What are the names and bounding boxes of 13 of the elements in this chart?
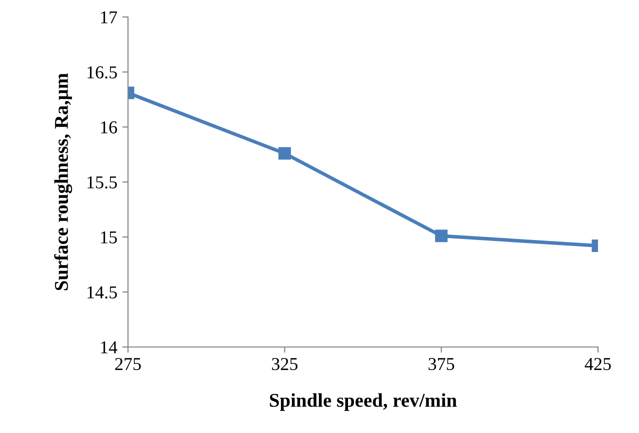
y-axis-title: Surface roughness, Ra,µm xyxy=(54,73,72,290)
y-tick-label: 14 xyxy=(101,341,118,354)
y-tick-label: 17 xyxy=(101,11,118,24)
y-tick-label: 14.5 xyxy=(88,286,117,299)
x-tick-label: 375 xyxy=(428,358,454,370)
x-tick-label: 425 xyxy=(584,358,611,370)
y-tick-label: 16.5 xyxy=(88,66,117,79)
y-tick-label: 15.5 xyxy=(88,176,117,189)
y-tick-label: 15 xyxy=(101,231,117,244)
y-tick-label: 16 xyxy=(101,121,118,134)
x-tick-label: 325 xyxy=(272,358,298,370)
x-tick-label: 275 xyxy=(115,358,141,370)
x-axis-title: Spindle speed, rev/min xyxy=(270,393,457,411)
